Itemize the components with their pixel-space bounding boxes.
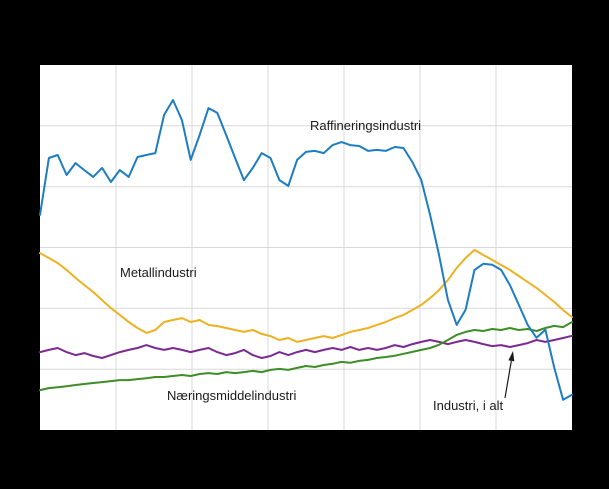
series-lines (39, 99, 573, 401)
annotation-metallindustri: Metallindustri (120, 265, 197, 280)
industri-arrowhead (508, 351, 515, 362)
series-line-naeringsmiddelindustri (39, 321, 573, 392)
annotation-naeringsmiddelindustri: Næringsmiddelindustri (167, 388, 296, 403)
series-line-metallindustri (39, 248, 573, 343)
industri-arrow-shaft (504, 360, 512, 399)
annotation-industri-i-alt: Industri, i alt (433, 398, 503, 413)
annotation-raffineringsindustri: Raffineringsindustri (310, 118, 421, 133)
series-line-industri-i-alt (39, 334, 573, 359)
industri-arrow (504, 351, 515, 399)
series-line-raffineringsindustri (39, 99, 573, 401)
gridlines (40, 65, 572, 430)
